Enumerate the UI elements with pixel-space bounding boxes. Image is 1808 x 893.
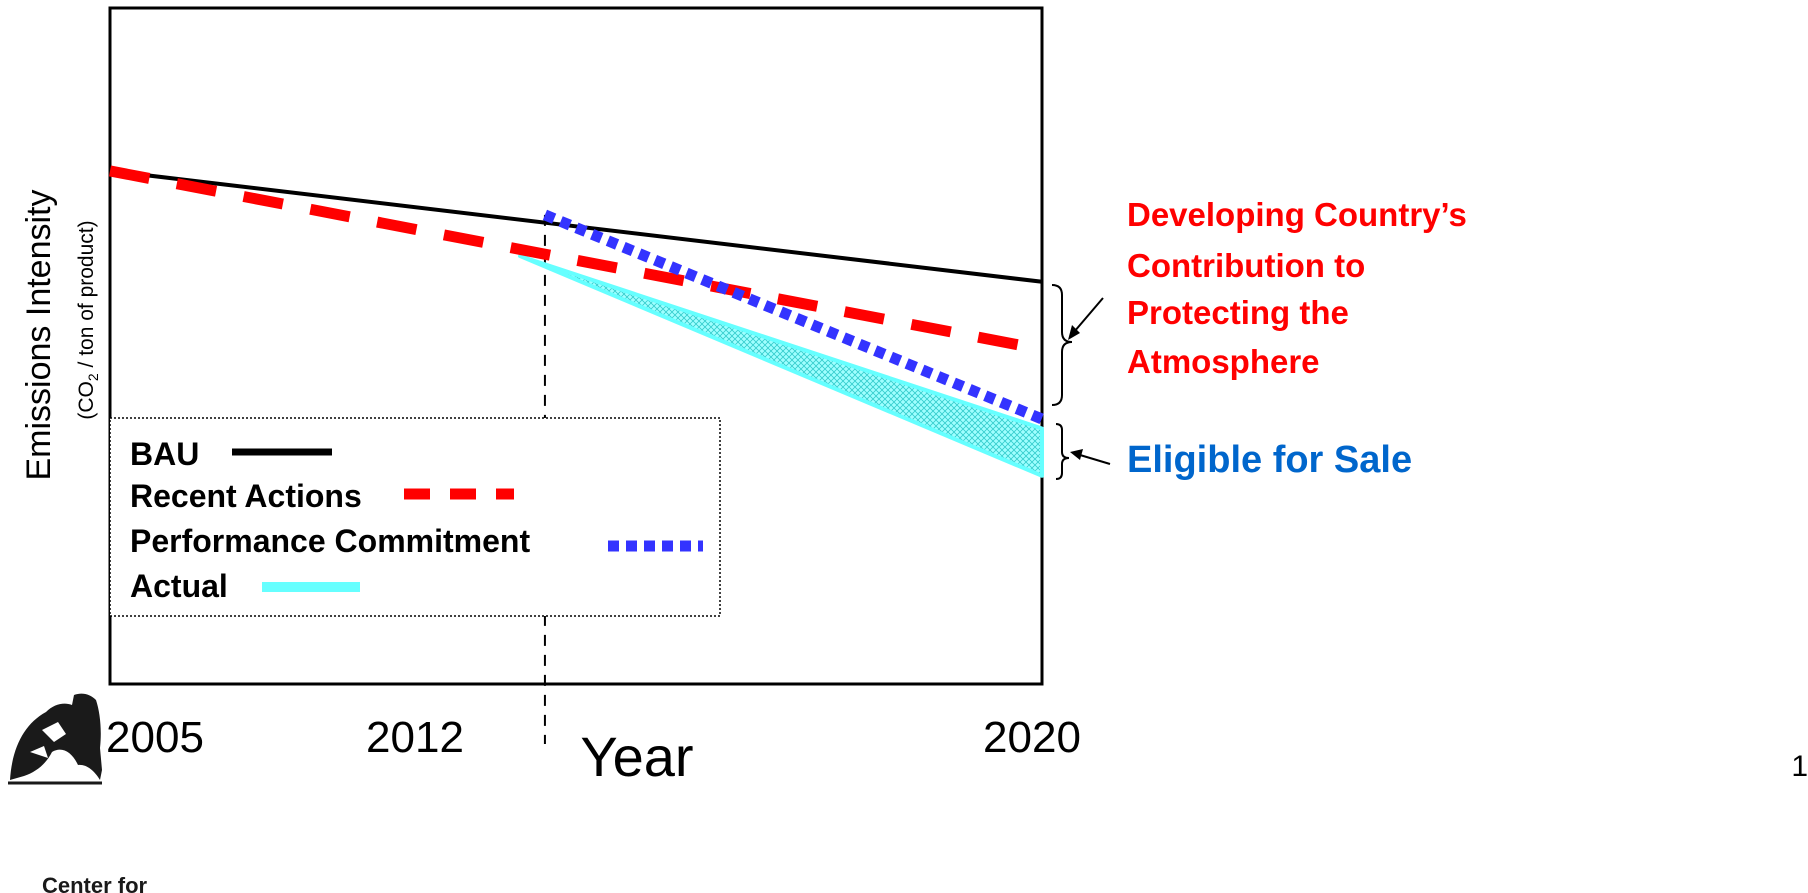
series-recent-actions-line (108, 165, 1044, 355)
page-number: 12 (1791, 750, 1808, 783)
legend-box (109, 417, 721, 617)
contribution-brace (1051, 284, 1073, 406)
eligible-arrow-head (1070, 449, 1083, 460)
eligible-arrow (1079, 454, 1111, 465)
x-tick-label: 2020 (983, 713, 1081, 762)
contribution-annotation-line: Atmosphere (1127, 343, 1320, 380)
plot-frame (108, 6, 1044, 686)
eligible-annotation: Eligible for Sale (1127, 439, 1412, 481)
eligible-brace (1055, 423, 1070, 480)
logo-text: Center for (42, 873, 148, 893)
y-axis-sublabel: (CO2 / ton of product) (75, 220, 101, 419)
contribution-arrow-head (1068, 325, 1080, 340)
series-actual-band (518, 254, 1044, 478)
legend: BAU Recent Actions Performance Commitmen… (109, 417, 721, 617)
contribution-annotation-line: Developing Country’s (1127, 196, 1467, 233)
logo-bird-detail (30, 722, 66, 758)
legend-label-bau: BAU (130, 436, 199, 472)
series-bau-line (109, 168, 1043, 284)
legend-label-recent-actions: Recent Actions (130, 478, 362, 514)
series-performance-commitment-line (542, 209, 1045, 425)
x-tick-label: 2005 (106, 713, 204, 762)
contribution-annotation-line: Contribution to (1127, 247, 1365, 284)
contribution-annotation-line: Protecting the (1127, 294, 1349, 331)
contribution-arrow (1073, 297, 1104, 333)
x-axis-label: Year (580, 725, 693, 788)
x-tick-label: 2012 (366, 713, 464, 762)
organization-logo: Center for (8, 693, 148, 893)
series-layer (108, 165, 1045, 478)
legend-label-actual: Actual (130, 568, 228, 604)
y-axis-label: Emissions Intensity (20, 190, 58, 481)
legend-label-performance-commitment: Performance Commitment (130, 523, 530, 559)
